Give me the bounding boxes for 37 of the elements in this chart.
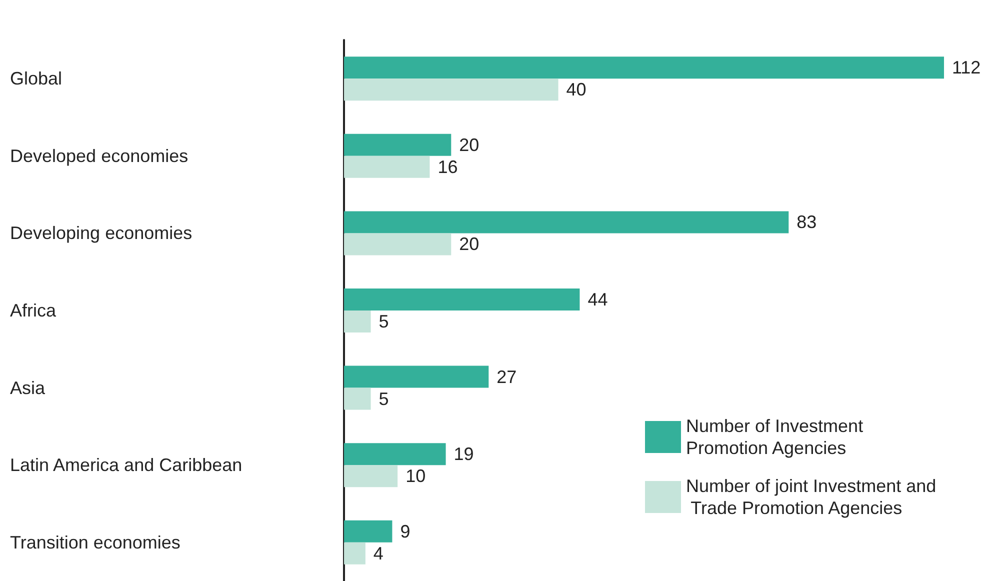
data-label: 19 bbox=[454, 444, 474, 464]
bar bbox=[344, 134, 452, 156]
data-label: 27 bbox=[496, 366, 517, 387]
data-label: 40 bbox=[566, 80, 586, 100]
data-label: 16 bbox=[438, 156, 458, 177]
y-tick-label: Latin America and Caribbean bbox=[10, 455, 242, 476]
y-tick-label: Developed economies bbox=[10, 146, 188, 166]
data-label: 5 bbox=[378, 388, 389, 409]
data-label: 44 bbox=[588, 290, 608, 310]
bar bbox=[344, 542, 366, 564]
bar bbox=[344, 211, 789, 234]
data-label: 10 bbox=[406, 466, 426, 486]
bar bbox=[344, 233, 452, 256]
legend-label: Number of joint Investment and Trade Promotion Agencies bbox=[686, 476, 936, 518]
data-label: 83 bbox=[796, 212, 817, 232]
data-label: 112 bbox=[952, 58, 981, 78]
data-label: 5 bbox=[378, 312, 389, 332]
data-label: 9 bbox=[400, 521, 410, 542]
data-label: 20 bbox=[459, 234, 480, 254]
y-tick-label: Global bbox=[10, 68, 62, 89]
data-label: 20 bbox=[459, 134, 480, 155]
bar bbox=[344, 310, 371, 332]
bar bbox=[344, 388, 371, 410]
legend-label: Number of Investment Promotion Agencies bbox=[686, 416, 868, 458]
y-tick-label: Asia bbox=[10, 378, 46, 398]
bar bbox=[344, 520, 392, 542]
y-tick-label: Transition economies bbox=[10, 532, 180, 552]
bar bbox=[344, 78, 558, 101]
data-label: 4 bbox=[373, 543, 384, 564]
bar bbox=[344, 366, 489, 388]
bar bbox=[344, 288, 580, 310]
bar bbox=[344, 156, 430, 178]
y-tick-label: Africa bbox=[10, 300, 57, 320]
bar bbox=[344, 465, 398, 488]
bar bbox=[344, 443, 446, 466]
bar bbox=[344, 56, 944, 79]
y-tick-label: Developing economies bbox=[10, 223, 192, 244]
